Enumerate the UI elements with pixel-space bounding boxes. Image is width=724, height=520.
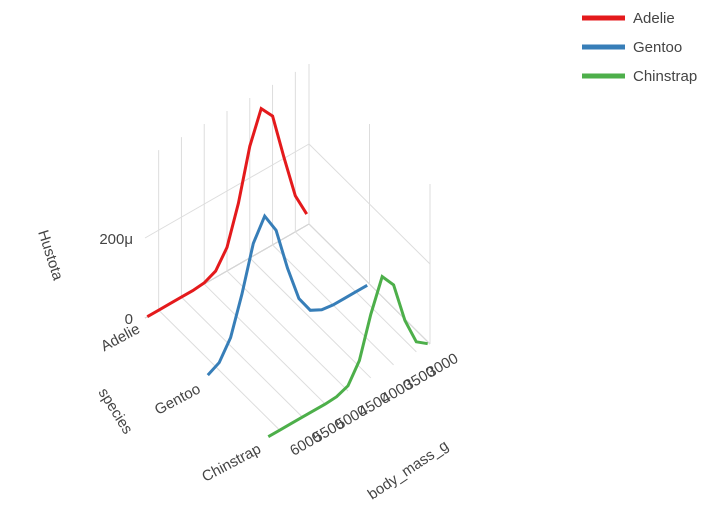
series-line (206, 213, 368, 377)
legend-label: Adelie (633, 10, 675, 27)
grid-line (308, 143, 431, 265)
z-tick-label: 200μ (99, 231, 133, 248)
grid-line (226, 270, 349, 392)
x-axis-title: body_mass_g (365, 437, 452, 503)
grid-line (181, 296, 303, 418)
legend-label: Chinstrap (633, 68, 697, 85)
y-tick-label: Gentoo (152, 381, 203, 419)
legend-label: Gentoo (633, 39, 682, 56)
z-axis-title: Hustota (34, 228, 66, 283)
grid-line (203, 283, 326, 405)
grid-line (249, 257, 372, 379)
grid-line (158, 309, 281, 431)
z-tick-label: 0 (125, 311, 133, 328)
grid-line (308, 223, 431, 345)
grid-line (144, 143, 310, 239)
series-line (146, 106, 308, 319)
series-line (267, 274, 428, 439)
y-axis-title: species (95, 385, 136, 437)
y-tick-label: Adelie (98, 321, 143, 356)
y-tick-label: Chinstrap (199, 441, 264, 486)
